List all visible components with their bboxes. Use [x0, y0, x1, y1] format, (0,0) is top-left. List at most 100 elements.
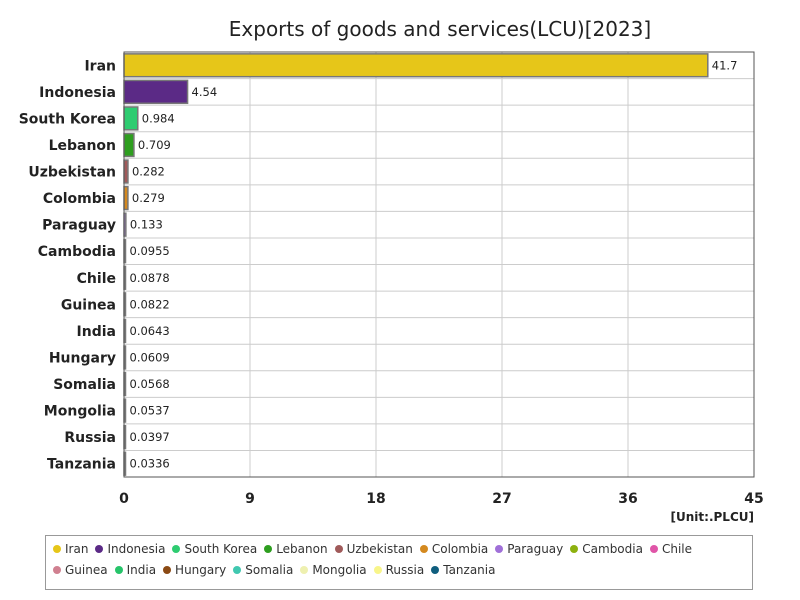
x-tick-label: 18	[366, 491, 385, 507]
legend: Iran Indonesia South Korea Lebanon Uzbekista…	[45, 535, 753, 590]
legend-swatch	[419, 545, 428, 553]
legend-item[interactable]: Uzbekistan	[334, 541, 413, 557]
category-label: Lebanon	[49, 138, 116, 154]
plot-frame	[123, 51, 755, 478]
legend-swatch	[431, 566, 440, 574]
grid-layer	[123, 52, 755, 477]
bar-south-korea	[123, 106, 139, 131]
legend-swatch	[495, 545, 504, 553]
x-tick-label: 9	[245, 491, 255, 507]
legend-label: Somalia	[245, 563, 294, 577]
category-label: Guinea	[61, 297, 116, 313]
legend-label: Iran	[65, 542, 89, 556]
legend-swatch	[172, 545, 181, 553]
labels-layer: Iran 41.7 Indonesia 4.54 South Korea 0.984 Leb…	[19, 58, 738, 472]
legend-label: Guinea	[65, 563, 108, 577]
legend-swatch	[570, 545, 579, 553]
legend-swatch	[334, 545, 343, 553]
legend-item[interactable]: Indonesia	[95, 541, 165, 557]
legend-label: South Korea	[184, 542, 258, 556]
bar-iran	[123, 53, 709, 78]
data-label: 0.0643	[130, 324, 170, 338]
legend-item[interactable]: Mongolia	[300, 562, 367, 578]
data-label: 4.54	[192, 85, 218, 99]
data-label: 0.709	[138, 138, 171, 152]
data-label: 0.0878	[130, 271, 170, 285]
unit-label: [Unit:.PLCU]	[671, 510, 754, 524]
legend-label: Colombia	[431, 542, 489, 556]
legend-swatch	[53, 545, 61, 553]
legend-item[interactable]: Chile	[649, 541, 692, 557]
category-label: Hungary	[49, 350, 116, 366]
legend-label: Lebanon	[276, 542, 328, 556]
legend-item[interactable]: Hungary	[163, 562, 226, 578]
legend-swatch	[95, 545, 104, 553]
bar-chart-svg: Exports of goods and services(LCU)[2023]…	[19, 17, 764, 524]
legend-label: Uzbekistan	[346, 542, 413, 556]
legend-swatch	[163, 566, 172, 574]
legend-item[interactable]: Colombia	[419, 541, 489, 557]
legend-item[interactable]: Russia	[373, 562, 425, 578]
data-label: 0.984	[142, 111, 175, 125]
legend-item[interactable]: India	[114, 562, 157, 578]
legend-label: Hungary	[175, 563, 227, 577]
data-label: 0.0568	[130, 377, 170, 391]
category-label: Indonesia	[39, 85, 116, 101]
bar-colombia	[123, 185, 129, 211]
data-label: 0.0955	[130, 244, 170, 258]
legend-label: Mongolia	[312, 563, 367, 577]
category-label: Cambodia	[38, 244, 116, 260]
legend-item[interactable]: Somalia	[233, 562, 293, 578]
x-tick-label: 45	[744, 491, 763, 507]
chart-title: Exports of goods and services(LCU)[2023]	[229, 17, 651, 41]
x-tick-label: 36	[618, 491, 637, 507]
x-axis-ticks: 0 9 18 27 36 45	[119, 491, 764, 507]
legend-item[interactable]: Iran	[53, 541, 88, 557]
legend-swatch	[373, 566, 382, 574]
legend-swatch	[300, 566, 309, 574]
category-label: Paraguay	[42, 218, 116, 234]
legend-item[interactable]: Tanzania	[431, 562, 495, 578]
legend-item[interactable]: South Korea	[172, 541, 257, 557]
legend-items: Iran Indonesia South Korea Lebanon Uzbekista…	[53, 541, 752, 578]
legend-swatch	[649, 545, 658, 553]
legend-swatch	[53, 566, 61, 574]
category-label: Colombia	[43, 191, 116, 207]
legend-label: Paraguay	[507, 542, 564, 556]
legend-label: Chile	[661, 542, 692, 556]
legend-label: Tanzania	[443, 563, 496, 577]
data-label: 0.0822	[130, 297, 170, 311]
legend-item[interactable]: Paraguay	[495, 541, 563, 557]
legend-label: Indonesia	[107, 542, 166, 556]
legend-label: Russia	[385, 563, 425, 577]
legend-label: India	[126, 563, 157, 577]
category-label: Chile	[77, 271, 116, 287]
data-label: 0.0609	[130, 350, 170, 364]
x-tick-label: 0	[119, 491, 129, 507]
category-label: Tanzania	[47, 457, 116, 473]
category-label: South Korea	[19, 111, 116, 127]
data-label: 0.0336	[130, 457, 170, 471]
category-label: Iran	[84, 58, 116, 74]
data-label: 0.0397	[130, 430, 170, 444]
category-label: India	[77, 324, 116, 340]
legend-item[interactable]: Lebanon	[264, 541, 328, 557]
legend-swatch	[233, 566, 242, 574]
legend-item[interactable]: Cambodia	[570, 541, 643, 557]
bar-indonesia	[123, 79, 189, 105]
legend-swatch	[114, 566, 123, 574]
x-tick-label: 27	[492, 491, 511, 507]
data-label: 0.279	[132, 191, 165, 205]
data-label: 0.282	[132, 165, 165, 179]
category-label: Russia	[64, 430, 116, 446]
category-label: Mongolia	[44, 404, 116, 420]
legend-swatch	[264, 545, 273, 553]
category-label: Uzbekistan	[28, 165, 116, 181]
bar-lebanon	[123, 132, 135, 158]
legend-item[interactable]: Guinea	[53, 562, 108, 578]
category-label: Somalia	[53, 377, 116, 393]
data-label: 0.0537	[130, 404, 170, 418]
bar-uzbekistan	[123, 159, 129, 184]
data-label: 41.7	[712, 58, 738, 72]
